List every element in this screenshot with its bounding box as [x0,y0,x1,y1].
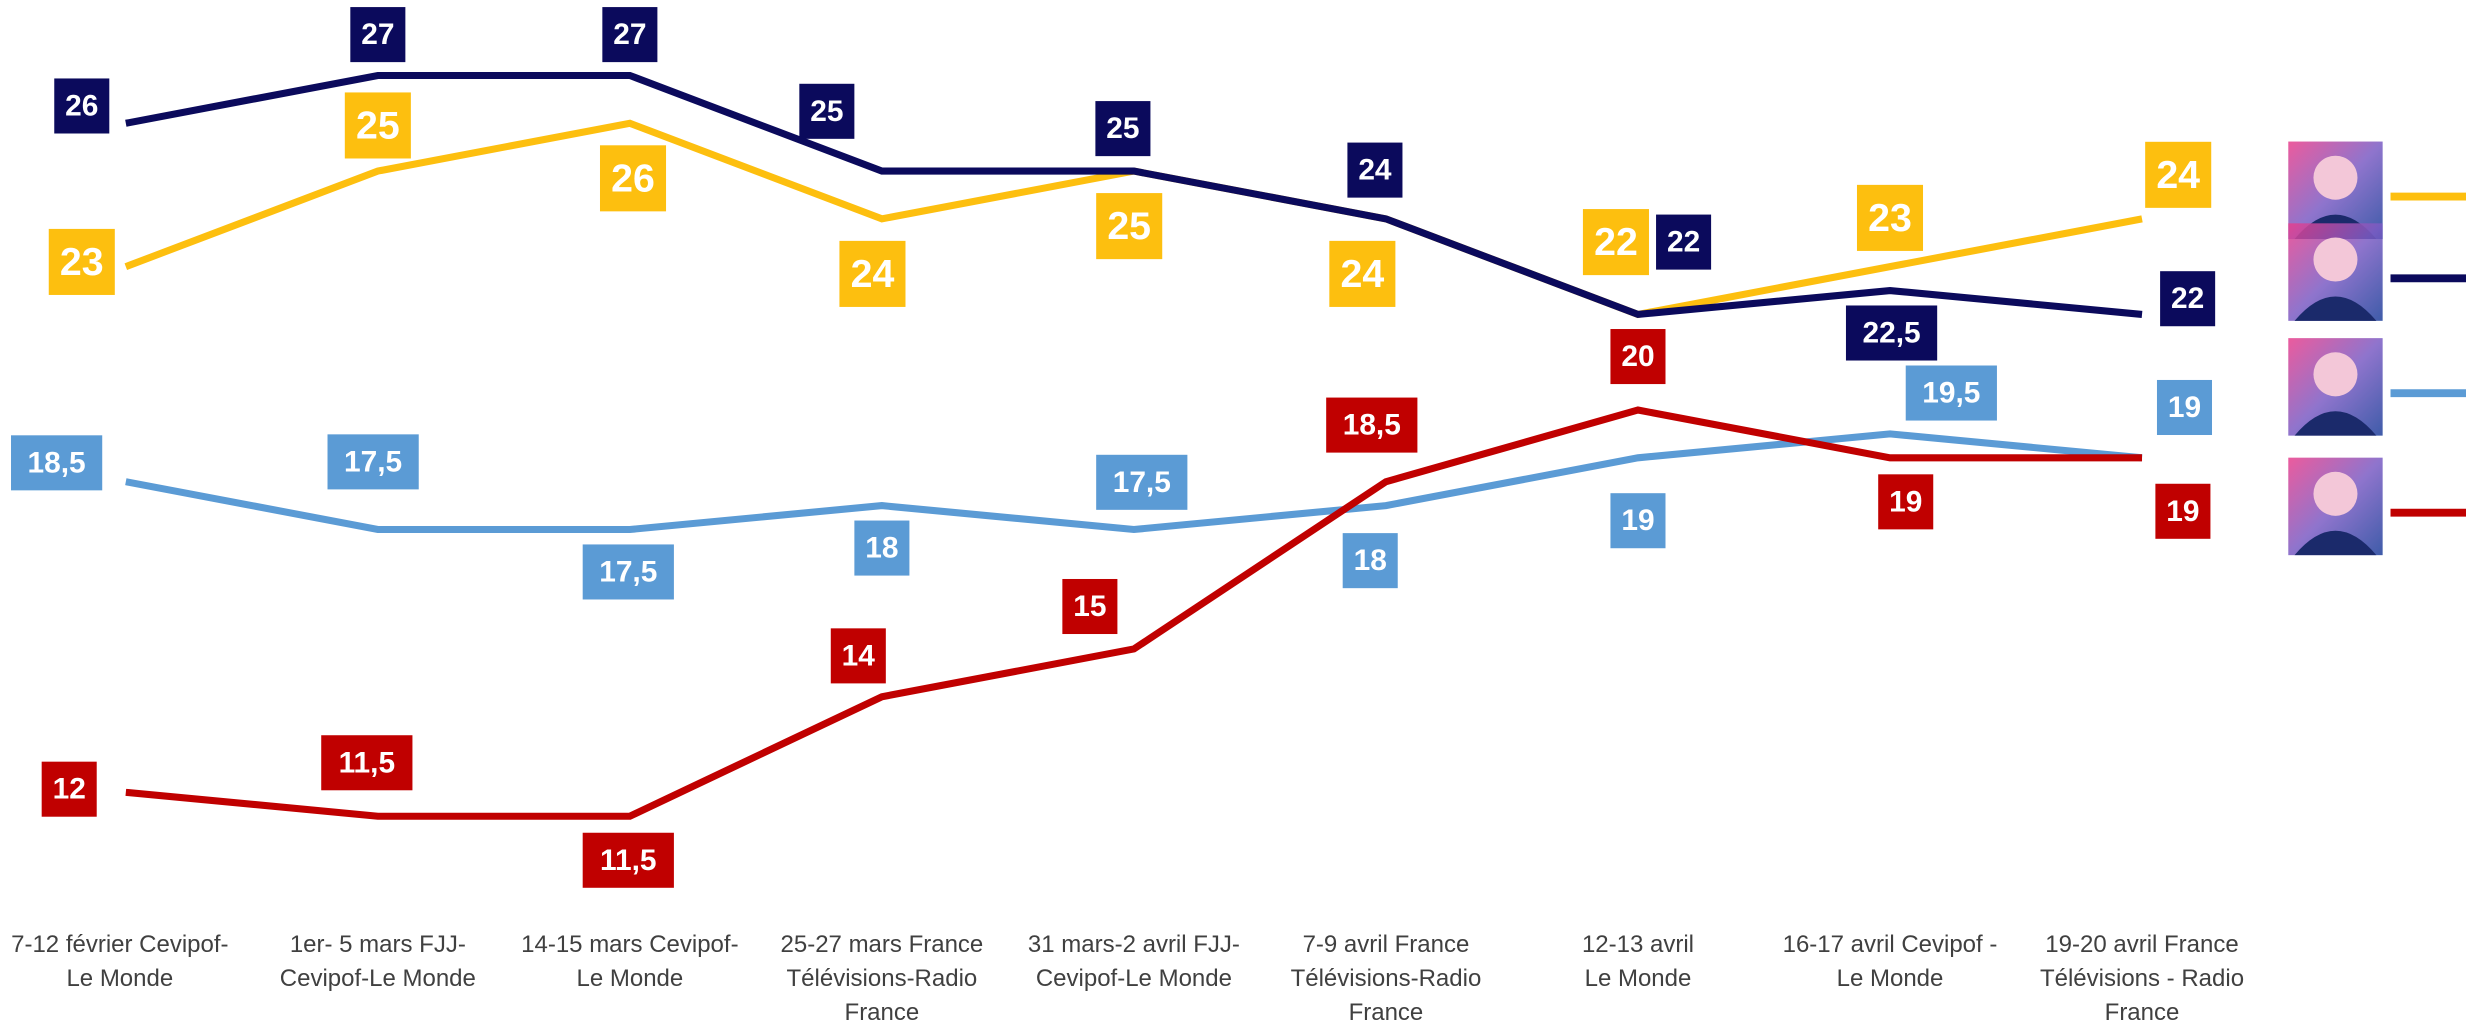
legend-portrait-body [2294,411,2377,436]
legend-portrait-head [2313,155,2358,200]
value-label: 25 [356,103,400,147]
x-tick-label: 7-9 avril France Télévisions-Radio Franc… [1290,930,1482,1026]
value-label-box [1845,305,1938,361]
x-tick-label: 14-15 mars Cevipof- Le Monde [521,930,739,992]
series-line [125,406,2143,820]
value-label: 11,5 [339,746,396,779]
value-label-box [582,832,674,888]
value-label-box [2160,271,2216,327]
value-label-box [1347,142,1403,198]
x-tick-label: 25-27 mars France Télévisions-Radio Fran… [780,930,984,1026]
legend-portrait-body [2294,530,2377,556]
value-label: 12 [53,773,86,806]
value-label-box [350,7,406,63]
value-label: 20 [1621,340,1654,373]
x-tick-label: 31 mars-2 avril FJJ- Cevipof-Le Monde [1027,930,1240,992]
value-label: 19 [1889,485,1922,518]
legend-portrait-head [2313,352,2358,397]
value-label-box [839,240,906,307]
value-label: 19 [2168,391,2201,424]
value-label-box [602,7,658,63]
value-label-box [54,78,110,134]
value-label-box [2145,141,2212,208]
value-label: 19,5 [1922,377,1980,410]
value-label-box [599,145,667,212]
value-label: 19 [2166,495,2199,528]
value-label-box [1096,454,1188,510]
value-label-box [830,628,886,684]
value-label: 22 [2171,282,2204,315]
value-label: 24 [851,252,895,296]
value-label-box [1656,214,1712,270]
value-label: 18 [865,532,898,565]
value-label-box [344,92,411,159]
value-label-box [1326,397,1418,453]
value-label-box [1342,533,1398,589]
value-label: 18 [1354,544,1387,577]
value-label: 25 [1106,112,1139,145]
value-label-box [1878,474,1934,530]
value-label: 14 [842,639,876,672]
value-label-box [1905,365,1997,421]
legend-portrait-head [2313,237,2358,282]
legend-portrait-body [2294,296,2377,321]
x-tick-label: 12-13 avril Le Monde [1581,930,1694,992]
value-label: 18,5 [28,446,86,479]
value-label: 22,5 [1862,317,1920,350]
value-label: 26 [65,89,98,122]
value-label-box [1095,101,1151,157]
value-label: 23 [60,240,104,284]
value-label: 27 [613,18,646,51]
value-label-box [321,735,413,791]
value-label: 11,5 [600,844,657,877]
value-label: 15 [1073,590,1106,623]
series-line [125,71,2143,319]
value-label: 25 [810,95,843,128]
value-label-box [1096,193,1163,260]
x-tick-label: 16-17 avril Cevipof - Le Monde [1782,930,1998,992]
value-label-box [1610,329,1666,385]
value-label: 17,5 [599,555,657,588]
value-label-box [11,435,103,491]
value-label: 25 [1107,204,1151,248]
value-label: 23 [1868,196,1912,240]
value-label-box [1062,578,1118,635]
value-label: 22 [1594,220,1638,264]
value-label: 24 [1340,252,1384,296]
value-label: 19 [1621,504,1654,537]
value-label: 26 [611,156,655,200]
x-tick-label: 1er- 5 mars FJJ- Cevipof-Le Monde [279,930,476,992]
value-label-box [1610,493,1666,549]
value-label-box [854,520,910,576]
value-label: 24 [2156,153,2200,197]
value-label-box [582,544,674,600]
value-label: 22 [1667,226,1700,259]
value-label-box [48,228,115,295]
value-label: 27 [361,18,394,51]
value-label-box [327,434,419,490]
value-label: 18,5 [1343,409,1401,442]
legend-portrait-head [2313,471,2358,516]
value-label-box [1582,209,1649,276]
x-tick-label: 7-12 février Cevipof- Le Monde [11,930,229,992]
value-label-box [2156,379,2213,436]
value-label-box [1329,240,1396,307]
value-label-box [799,83,855,139]
value-label-box [2155,483,2211,539]
x-tick-label: 19-20 avril France Télévisions - Radio F… [2039,930,2245,1026]
value-label: 17,5 [1113,466,1171,499]
value-label: 24 [1358,154,1392,187]
value-label-box [1856,184,1924,251]
value-label: 17,5 [344,445,402,478]
value-label-box [41,761,97,817]
